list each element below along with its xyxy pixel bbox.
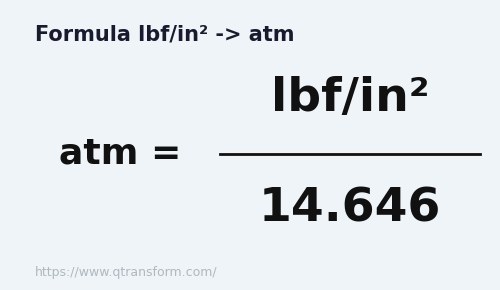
- Text: Formula lbf/in² -> atm: Formula lbf/in² -> atm: [35, 25, 294, 45]
- Text: lbf/in²: lbf/in²: [271, 76, 429, 121]
- Text: https://www.qtransform.com/: https://www.qtransform.com/: [35, 266, 218, 279]
- Text: atm =: atm =: [59, 137, 181, 171]
- Text: 14.646: 14.646: [259, 186, 441, 231]
